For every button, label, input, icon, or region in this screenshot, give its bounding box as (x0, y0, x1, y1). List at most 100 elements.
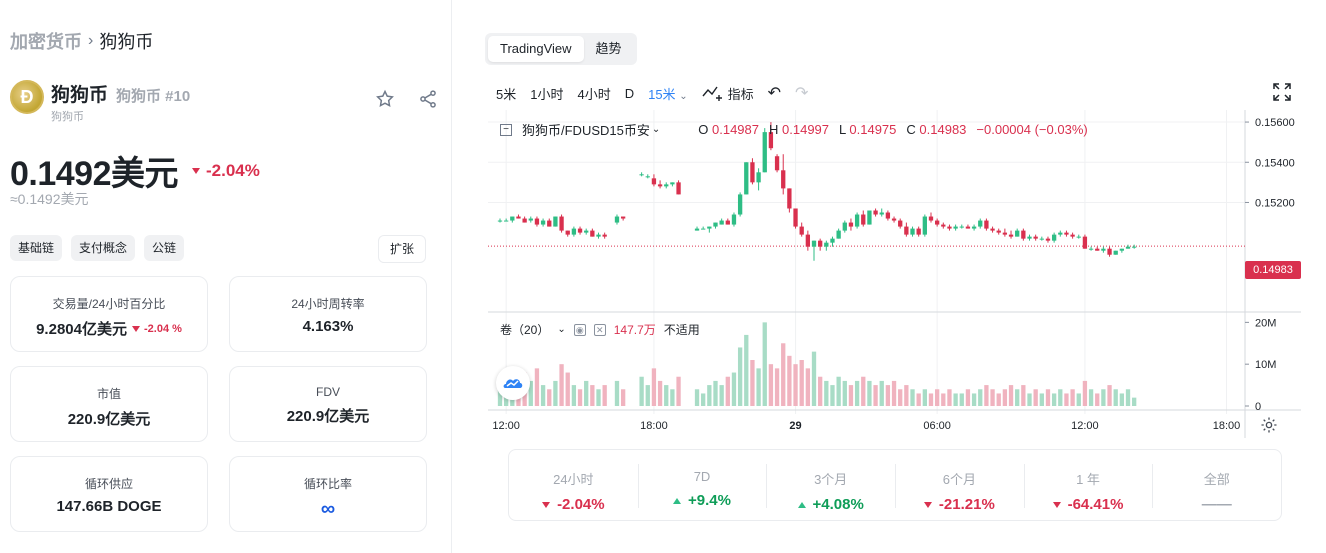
volume-bar (1008, 385, 1014, 406)
volume-bar (719, 385, 724, 406)
candle-body (818, 240, 823, 247)
caret-down-icon (192, 167, 200, 174)
volume-bar (793, 364, 798, 406)
candle-body (854, 214, 860, 227)
stat-card-volume: 交易量/24小时百分比 9.2804亿美元 -2.04 % (10, 276, 208, 352)
candle-body (1058, 232, 1063, 235)
tradingview-logo-icon[interactable] (496, 366, 530, 400)
legend-close-key: C (906, 122, 916, 137)
candle-body (922, 216, 927, 235)
indicators-button[interactable]: 指标 (702, 84, 754, 103)
candle-body (639, 174, 644, 176)
star-icon[interactable] (374, 88, 396, 110)
volume-bar (898, 389, 903, 406)
volume-bar (959, 393, 964, 406)
undo-icon[interactable]: ↶ (767, 85, 781, 102)
stat-card-circulating: 循环供应 147.66B DOGE (10, 456, 208, 532)
candle-body (959, 226, 964, 228)
candle-body (861, 214, 866, 225)
volume-bar (842, 380, 847, 406)
fullscreen-icon[interactable] (1272, 82, 1292, 102)
volume-bar (547, 389, 552, 406)
candle-body (1015, 230, 1020, 237)
volume-bar (664, 385, 669, 406)
stat-card-circ-ratio: 循环比率 ∞ (229, 456, 427, 532)
indicators-label: 指标 (727, 86, 754, 102)
volume-bar (879, 380, 884, 406)
stat-label: FDV (316, 385, 340, 399)
performance-value: —— (1201, 496, 1232, 513)
close-icon[interactable]: ✕ (593, 323, 606, 336)
volume-bar (670, 389, 675, 406)
stat-label: 市值 (96, 387, 121, 401)
volume-bar (1070, 389, 1075, 406)
performance-cell: 24小时 -2.04% (509, 450, 638, 520)
chart-tab-bar: TradingView 趋势 (485, 33, 637, 65)
volume-bar (1113, 389, 1118, 406)
chevron-down-icon: ⌄ (679, 90, 688, 102)
volume-bar (1045, 389, 1051, 406)
candle-body (565, 230, 570, 235)
candle-body (1113, 250, 1118, 255)
candle-body (916, 228, 921, 235)
volume-bar (1088, 389, 1094, 406)
candle-body (965, 226, 971, 229)
tab-trend[interactable]: 趋势 (595, 41, 622, 56)
candle-body (534, 218, 540, 225)
collapse-icon[interactable]: − (500, 123, 512, 136)
breadcrumb-current: 狗狗币 (99, 32, 154, 52)
volume-bar (540, 385, 546, 406)
volume-bar (553, 380, 558, 406)
tag-payment[interactable]: 支付概念 (71, 235, 136, 261)
stat-value: 4.163% (302, 318, 354, 335)
coin-info-panel: 加密货币 › 狗狗币 Ð 狗狗币 狗狗币 #10 狗狗币 0.1492美元 -2… (0, 0, 452, 553)
interval-1d[interactable]: D (624, 85, 635, 101)
price-change-value: -2.04% (206, 160, 260, 180)
interval-1h[interactable]: 1小时 (530, 86, 564, 102)
candle-body (744, 162, 749, 195)
candle-body (701, 228, 706, 230)
symbol-label[interactable]: 狗狗币/FDUSD15币安 (522, 123, 650, 138)
volume-bar (836, 376, 841, 406)
candle-body (571, 228, 577, 235)
candle-body (1101, 248, 1106, 251)
redo-icon[interactable]: ↷ (795, 85, 809, 102)
x-tick-label: 06:00 (923, 420, 951, 432)
stat-label: 交易量/24小时百分比 (52, 297, 166, 311)
legend-change: −0.00004 (−0.03%) (976, 122, 1088, 137)
tag-public-chain[interactable]: 公链 (144, 235, 185, 261)
gear-icon[interactable] (1260, 416, 1278, 434)
stat-value: 220.9亿美元 (286, 408, 370, 425)
volume-bar (947, 389, 952, 406)
candle-body (928, 216, 934, 221)
chevron-down-icon[interactable]: ⌄ (557, 324, 566, 335)
x-tick-label: 18:00 (640, 420, 668, 432)
candle-body (1064, 232, 1069, 235)
expand-button[interactable]: 扩张 (377, 235, 426, 263)
performance-label: 1 年 (1076, 472, 1100, 487)
breadcrumb-root[interactable]: 加密货币 (10, 32, 82, 52)
candle-body (1045, 238, 1051, 241)
legend-open-key: O (698, 122, 709, 137)
candle-body (540, 220, 546, 225)
tag-base-chain[interactable]: 基础链 (10, 235, 63, 261)
tab-tradingview[interactable]: TradingView (488, 36, 584, 62)
share-icon[interactable] (417, 88, 439, 110)
volume-bar (818, 376, 823, 406)
volume-bar (1095, 393, 1100, 406)
candle-body (577, 228, 583, 233)
eye-icon[interactable]: ◉ (573, 323, 586, 336)
performance-label: 24小时 (553, 472, 594, 487)
chart-toolbar: 5米 1小时 4小时 D 15米 ⌄ 指标 ↶ ↷ (496, 82, 808, 104)
volume-bar (731, 372, 737, 406)
candle-body (898, 220, 903, 227)
performance-cell: 3个月 +4.08% (766, 450, 895, 520)
interval-15m[interactable]: 15米 ⌄ (648, 84, 687, 103)
interval-5m[interactable]: 5米 (496, 86, 517, 102)
candle-body (842, 222, 847, 231)
candle-body (793, 208, 798, 227)
interval-4h[interactable]: 4小时 (577, 86, 611, 102)
volume-bar (910, 389, 915, 406)
legend-open: 0.14987 (712, 122, 759, 137)
y-tick-label: 0.15400 (1255, 157, 1295, 169)
